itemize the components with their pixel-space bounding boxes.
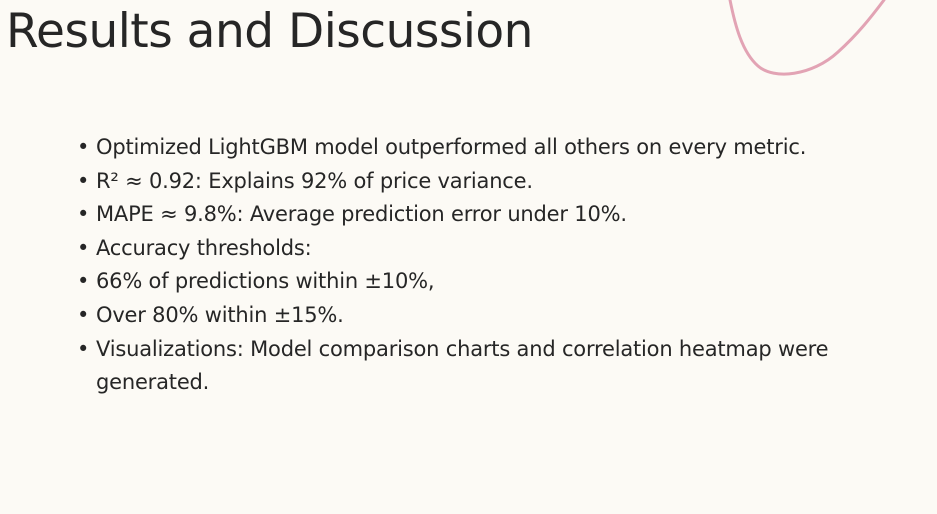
- page-title: Results and Discussion: [6, 4, 533, 59]
- list-item: • MAPE ≈ 9.8%: Average prediction error u…: [77, 198, 916, 232]
- list-item: • R² ≈ 0.92: Explains 92% of price varian…: [77, 165, 916, 199]
- bullet-dot-icon: •: [77, 202, 90, 227]
- bullet-dot-icon: •: [77, 135, 90, 159]
- bullet-dot-icon: •: [77, 235, 90, 260]
- bullet-text: Optimized LightGBM model outperformed al…: [96, 135, 807, 159]
- bullet-text: MAPE ≈ 9.8%: Average prediction error un…: [96, 202, 627, 227]
- list-item: • Over 80% within ±15%.: [77, 299, 916, 333]
- bullet-dot-icon: •: [77, 269, 90, 294]
- bullet-dot-icon: •: [77, 302, 90, 327]
- list-item: • 66% of predictions within ±10%,: [77, 265, 916, 299]
- list-item: • Optimized LightGBM model outperformed a…: [77, 131, 916, 165]
- bullet-text: Accuracy thresholds:: [96, 235, 312, 260]
- bullet-dot-icon: •: [77, 168, 90, 193]
- bullet-text: R² ≈ 0.92: Explains 92% of price varianc…: [96, 168, 533, 193]
- list-item: • Accuracy thresholds:: [77, 232, 916, 266]
- list-item: • Visualizations: Model comparison charts…: [77, 333, 916, 400]
- bullet-text: 66% of predictions within ±10%,: [96, 269, 435, 294]
- bullet-list: • Optimized LightGBM model outperformed a…: [77, 131, 916, 400]
- bullet-text: Over 80% within ±15%.: [96, 302, 344, 327]
- bullet-dot-icon: •: [77, 336, 90, 361]
- bullet-text: Visualizations: Model comparison charts …: [96, 336, 829, 395]
